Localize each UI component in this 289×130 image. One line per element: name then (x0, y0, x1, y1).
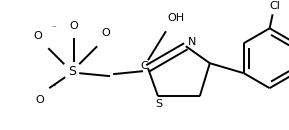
Text: Cl: Cl (269, 1, 280, 11)
Text: O: O (33, 31, 42, 41)
Text: ⁻: ⁻ (52, 25, 57, 34)
Text: S: S (155, 99, 162, 109)
Text: N: N (188, 37, 196, 47)
Text: O: O (70, 21, 79, 31)
Text: OH: OH (167, 13, 184, 23)
Text: C: C (140, 61, 148, 71)
Text: ⁻: ⁻ (52, 84, 57, 93)
Text: O: O (35, 95, 44, 105)
Text: O: O (102, 28, 110, 38)
Text: S: S (68, 65, 76, 78)
